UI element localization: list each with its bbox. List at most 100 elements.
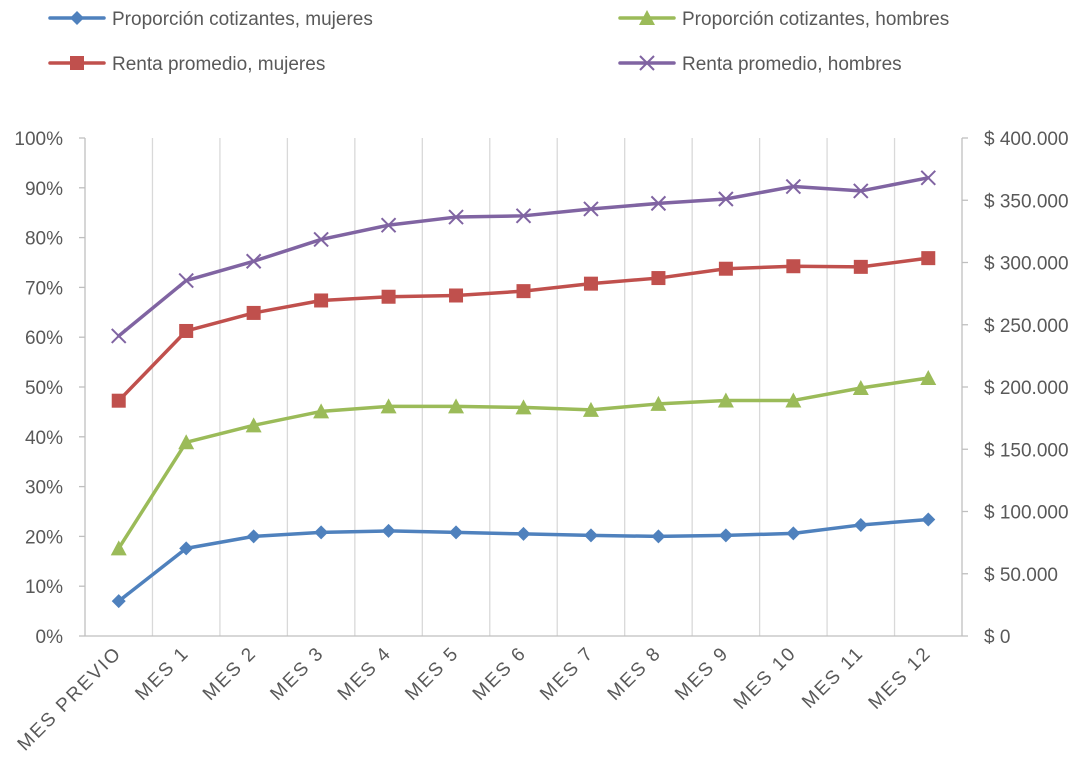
data-point-marker: [516, 284, 531, 299]
right-axis-tick-label: $ 350.000: [984, 191, 1069, 212]
legend-marker: [70, 11, 84, 25]
left-axis-tick-label: 90%: [25, 179, 63, 200]
left-axis-tick-label: 70%: [25, 278, 63, 299]
data-point-marker: [179, 323, 194, 338]
right-axis-tick-label: $ 250.000: [984, 316, 1069, 337]
series-line: [116, 256, 931, 403]
left-axis-tick-label: 40%: [25, 428, 63, 449]
legend-item-renta-promedio-hombres: Renta promedio, hombres: [618, 54, 902, 75]
axes: [79, 137, 968, 637]
data-point-marker: [449, 525, 464, 540]
data-point-marker: [853, 517, 868, 532]
data-point-marker: [448, 209, 464, 225]
data-point-marker: [651, 529, 666, 544]
data-point-marker: [786, 526, 801, 541]
left-axis-tick-label: 30%: [25, 478, 63, 499]
x-axis-category-label: MES 12: [865, 643, 936, 714]
data-point-marker: [313, 231, 329, 248]
data-point-marker: [921, 512, 936, 527]
x-axis-category-label: MES 1: [131, 643, 193, 705]
x-axis-category-label: MES 9: [671, 643, 733, 705]
legend-marker: [639, 10, 655, 25]
data-point-marker: [380, 217, 397, 233]
series-renta-promedio-hombres: [111, 170, 936, 344]
data-point-marker: [920, 370, 937, 386]
data-point-marker: [515, 399, 532, 415]
left-axis-tick-label: 20%: [25, 527, 63, 548]
data-point-marker: [651, 271, 666, 286]
legend-label: Renta promedio, mujeres: [112, 54, 325, 75]
tick-labels: 0% 10% 20% 30% 40% 50% 60% 70% 80% 90% 100% $ 0 $ 50…: [14, 129, 1069, 755]
legend-label: Proporción cotizantes, hombres: [682, 9, 949, 30]
legend-marker: [639, 55, 655, 71]
series-renta-promedio-mujeres: [111, 251, 936, 408]
data-point-marker: [380, 398, 397, 414]
data-point-marker: [111, 393, 126, 408]
data-point-marker: [583, 528, 598, 543]
series-line: [116, 176, 931, 338]
data-point-marker: [246, 305, 261, 320]
data-point-marker: [650, 395, 667, 411]
legend-item-proporcion-cotizantes-hombres: Proporción cotizantes, hombres: [618, 9, 949, 30]
data-point-marker: [852, 379, 869, 395]
data-point-marker: [853, 259, 868, 274]
legend-item-renta-promedio-mujeres: Renta promedio, mujeres: [48, 54, 325, 75]
legend-label: Renta promedio, hombres: [682, 54, 902, 75]
data-point-marker: [718, 261, 733, 276]
legend-marker: [70, 56, 84, 70]
series-proporcion-cotizantes-mujeres: [111, 512, 936, 609]
data-point-marker: [314, 293, 329, 308]
data-point-marker: [582, 401, 599, 417]
data-point-marker: [921, 251, 936, 266]
left-axis-tick-label: 100%: [14, 129, 63, 150]
right-axis-tick-label: $ 400.000: [984, 129, 1069, 150]
series-proporcion-cotizantes-hombres: [110, 370, 937, 556]
x-axis-category-label: MES 2: [199, 643, 261, 705]
right-axis-tick-label: $ 300.000: [984, 254, 1069, 275]
data-point-marker: [785, 392, 802, 408]
x-axis-category-label: MES 7: [536, 643, 598, 705]
left-axis-tick-label: 10%: [25, 577, 63, 598]
data-point-marker: [786, 259, 801, 274]
data-point-marker: [381, 289, 396, 304]
data-point-marker: [718, 191, 734, 207]
data-point-marker: [853, 183, 869, 199]
x-axis-category-label: MES 11: [798, 643, 868, 713]
legend: Proporción cotizantes, mujeres Proporción…: [48, 9, 949, 75]
left-axis-tick-label: 50%: [25, 378, 63, 399]
data-point-marker: [110, 540, 127, 556]
x-axis-category-label: MES 8: [604, 643, 666, 705]
legend-item-proporcion-cotizantes-mujeres: Proporción cotizantes, mujeres: [48, 9, 373, 30]
data-point-marker: [178, 434, 195, 450]
gridlines: [151, 138, 896, 636]
data-point-marker: [718, 528, 733, 543]
legend-label: Proporción cotizantes, mujeres: [112, 9, 373, 30]
right-axis-tick-label: $ 100.000: [984, 503, 1069, 524]
left-axis-tick-label: 80%: [25, 229, 63, 250]
data-point-marker: [245, 253, 262, 269]
data-point-marker: [246, 529, 261, 544]
left-axis-tick-label: 60%: [25, 328, 63, 349]
data-point-marker: [245, 417, 262, 433]
data-point-marker: [516, 526, 531, 541]
data-point-marker: [449, 288, 464, 303]
data-point-marker: [178, 272, 194, 289]
x-axis-category-label: MES 5: [401, 643, 463, 705]
data-point-marker: [111, 328, 127, 344]
data-point-marker: [717, 392, 734, 408]
x-axis-category-label: MES 3: [266, 643, 328, 705]
series-layer: [110, 170, 937, 609]
data-point-marker: [381, 523, 396, 538]
right-axis-tick-label: $ 150.000: [984, 440, 1069, 461]
data-point-marker: [583, 201, 599, 217]
data-point-marker: [448, 398, 465, 414]
data-point-marker: [650, 195, 667, 212]
x-axis-category-label: MES PREVIO: [14, 643, 127, 756]
data-point-marker: [515, 208, 532, 224]
data-point-marker: [314, 525, 329, 540]
right-axis-tick-label: $ 200.000: [984, 378, 1069, 399]
right-axis-tick-label: $ 50.000: [984, 565, 1058, 586]
data-point-marker: [785, 178, 802, 195]
